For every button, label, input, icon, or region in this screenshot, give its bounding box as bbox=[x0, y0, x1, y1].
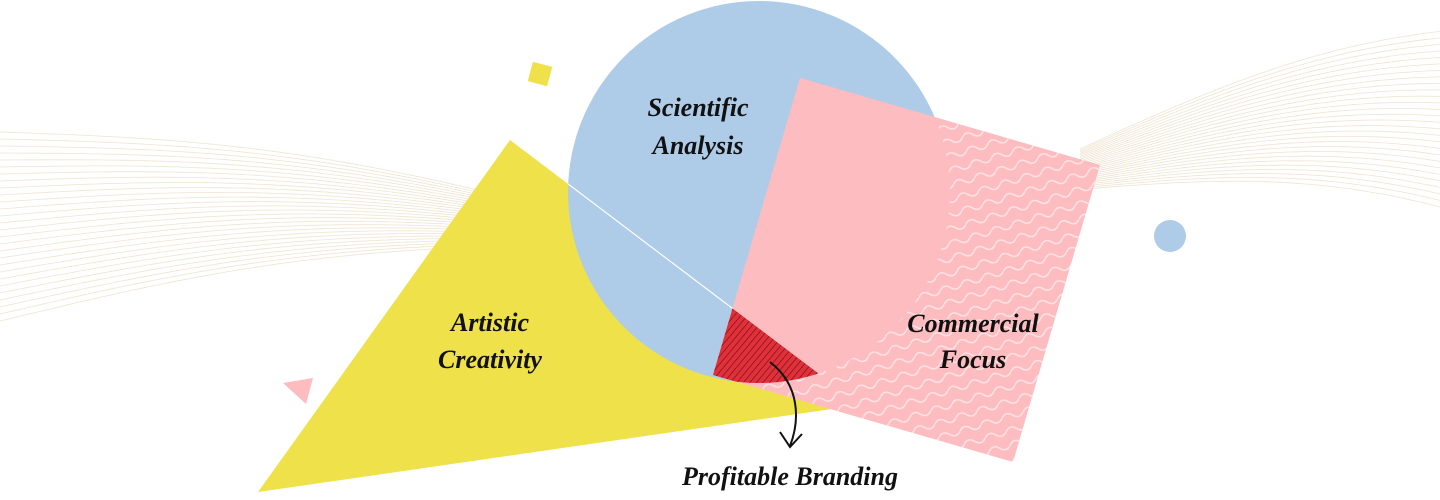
wave-line bbox=[1079, 31, 1440, 150]
node-label: Commercial bbox=[907, 309, 1039, 338]
wave-line bbox=[1079, 63, 1440, 157]
wave-line bbox=[1079, 83, 1440, 162]
wave-line bbox=[1079, 136, 1440, 175]
wave-line bbox=[1079, 102, 1440, 166]
wave-line bbox=[1079, 180, 1440, 208]
wave-line bbox=[1079, 177, 1440, 201]
arrow bbox=[769, 361, 797, 447]
node-label: Artistic bbox=[449, 308, 529, 337]
deco-circle bbox=[1154, 220, 1186, 252]
node-label: Focus bbox=[939, 345, 1006, 374]
wave-line bbox=[1079, 119, 1440, 171]
deco-square bbox=[527, 61, 553, 87]
wave-line bbox=[1079, 169, 1440, 188]
triangle-shape bbox=[258, 140, 860, 492]
wave-line bbox=[1079, 146, 1440, 178]
wave-line bbox=[1079, 125, 1440, 172]
intersection-label: Profitable Branding bbox=[681, 462, 898, 491]
wave-line bbox=[1079, 113, 1440, 169]
wave-line bbox=[1079, 130, 1440, 174]
wave-line bbox=[1079, 150, 1440, 180]
wave-line bbox=[1079, 160, 1440, 183]
node-label: Analysis bbox=[650, 131, 743, 160]
wave-line bbox=[1079, 37, 1440, 151]
wave-line bbox=[1079, 164, 1440, 184]
wave-line bbox=[1079, 155, 1440, 181]
wave-line bbox=[1079, 57, 1440, 156]
wave-lines bbox=[1079, 31, 1440, 208]
wave-line bbox=[1079, 108, 1440, 168]
wave-line bbox=[1079, 173, 1440, 195]
wave-line bbox=[1079, 50, 1440, 154]
wave-line bbox=[1079, 89, 1440, 163]
node-label: Scientific bbox=[647, 93, 749, 122]
wave-line bbox=[1079, 70, 1440, 159]
node-label: Creativity bbox=[438, 345, 542, 374]
arrowhead bbox=[779, 431, 803, 449]
wave-line bbox=[1079, 141, 1440, 177]
wave-line bbox=[1079, 76, 1440, 160]
wave-line bbox=[1079, 44, 1440, 153]
wave-line bbox=[1079, 95, 1440, 165]
deco-triangle bbox=[283, 378, 313, 404]
